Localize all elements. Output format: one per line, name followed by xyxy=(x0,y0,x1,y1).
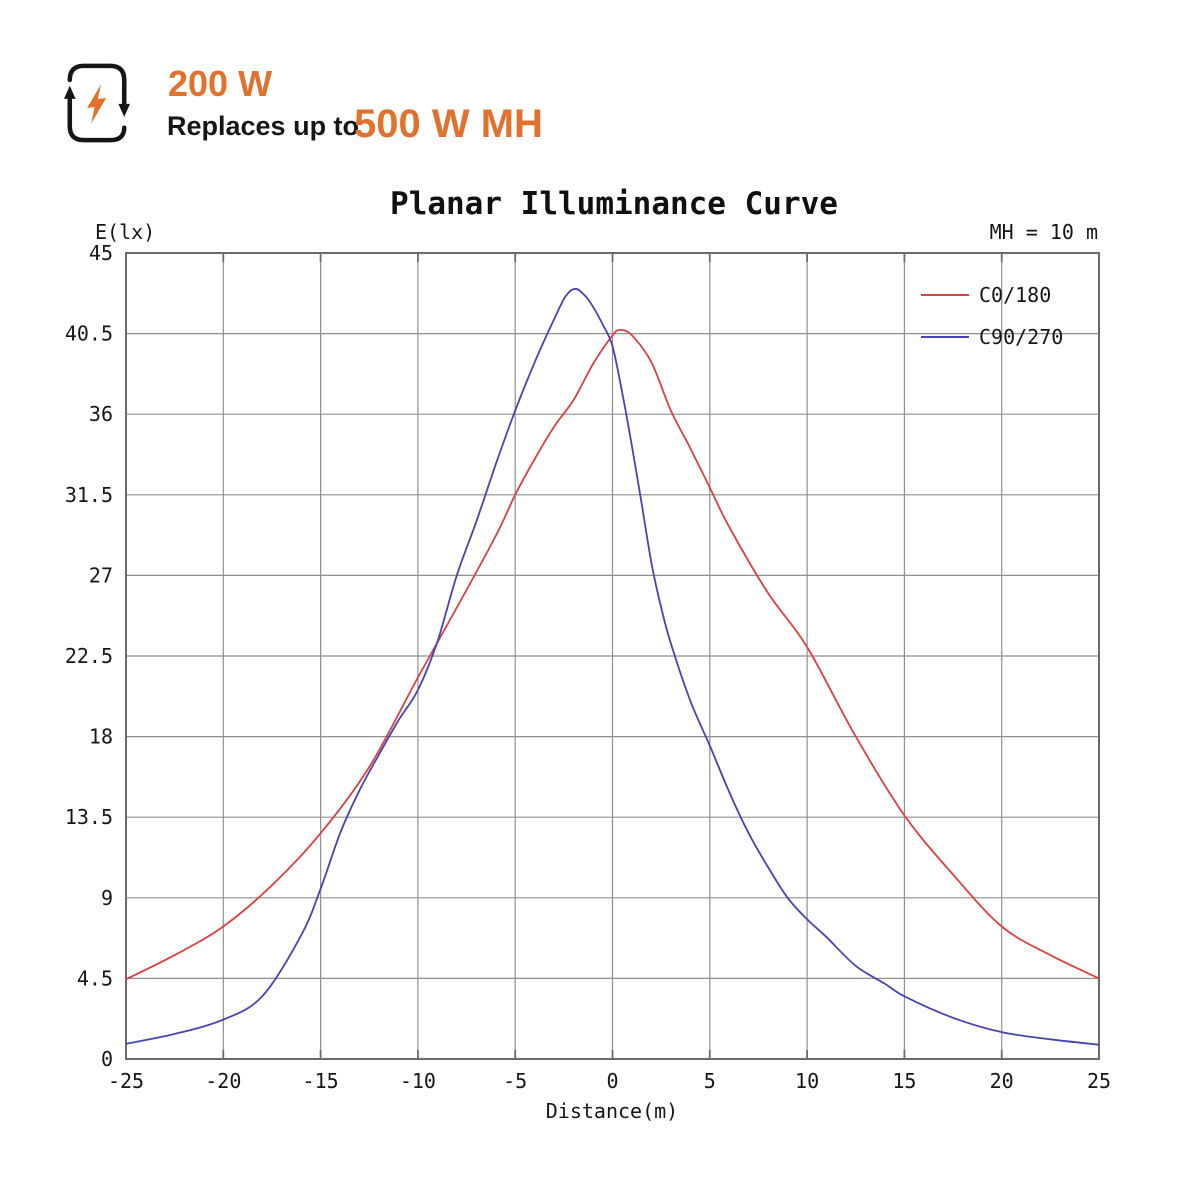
chart-title: Planar Illuminance Curve xyxy=(390,186,838,222)
x-tick-label: -5 xyxy=(503,1069,527,1093)
y-tick-label: 31.5 xyxy=(65,483,113,507)
x-tick-label: 15 xyxy=(892,1069,916,1093)
y-tick-label: 0 xyxy=(101,1047,113,1071)
x-axis-label: Distance(m) xyxy=(546,1099,678,1123)
x-tick-label: -10 xyxy=(400,1069,436,1093)
replaces-label: Replaces up to xyxy=(167,111,360,141)
x-tick-label: -15 xyxy=(303,1069,339,1093)
lightning-bolt-icon xyxy=(87,84,107,124)
wattage-value: 200 W xyxy=(168,63,273,104)
y-tick-label: 9 xyxy=(101,886,113,910)
legend: C0/180 C90/270 xyxy=(921,283,1063,349)
legend-label-c0-180: C0/180 xyxy=(979,283,1051,307)
x-tick-label: -20 xyxy=(205,1069,241,1093)
mount-height-annotation: MH = 10 m xyxy=(990,220,1098,244)
y-tick-label: 13.5 xyxy=(65,805,113,829)
y-tick-label: 4.5 xyxy=(77,966,113,990)
y-tick-label: 27 xyxy=(89,563,113,587)
y-tick-label: 22.5 xyxy=(65,644,113,668)
series-curve-C90/270 xyxy=(125,287,1100,1046)
y-tick-label: 18 xyxy=(89,725,113,749)
replacement-value: 500 W MH xyxy=(354,102,543,146)
y-tick-label: 45 xyxy=(89,241,113,265)
arrow-up-head-icon xyxy=(64,85,76,99)
arrow-down-head-icon xyxy=(118,103,130,118)
x-tick-label: 0 xyxy=(606,1069,618,1093)
replace-cycle-icon xyxy=(64,63,130,143)
y-axis-unit-label: E(lx) xyxy=(95,220,155,244)
x-tick-label: 20 xyxy=(990,1069,1014,1093)
y-tick-label: 40.5 xyxy=(65,322,113,346)
legend-label-c90-270: C90/270 xyxy=(979,325,1063,349)
x-tick-label: -25 xyxy=(108,1069,144,1093)
chart-dynamic-layer: -25 -20 -15 -10 -5 0 5 10 15 20 25 0 4.5 9 13.5 18 22.5 2… xyxy=(65,241,1111,1093)
y-tick-label: 36 xyxy=(89,402,113,426)
replace-cycle-lightning-icon xyxy=(64,55,130,151)
x-tick-label: 5 xyxy=(704,1069,716,1093)
x-tick-label: 25 xyxy=(1087,1069,1111,1093)
series-curve-C0/180 xyxy=(125,329,1100,981)
x-tick-label: 10 xyxy=(795,1069,819,1093)
cycle-top-right-stroke xyxy=(67,63,127,106)
cycle-bottom-left-stroke xyxy=(67,97,127,143)
